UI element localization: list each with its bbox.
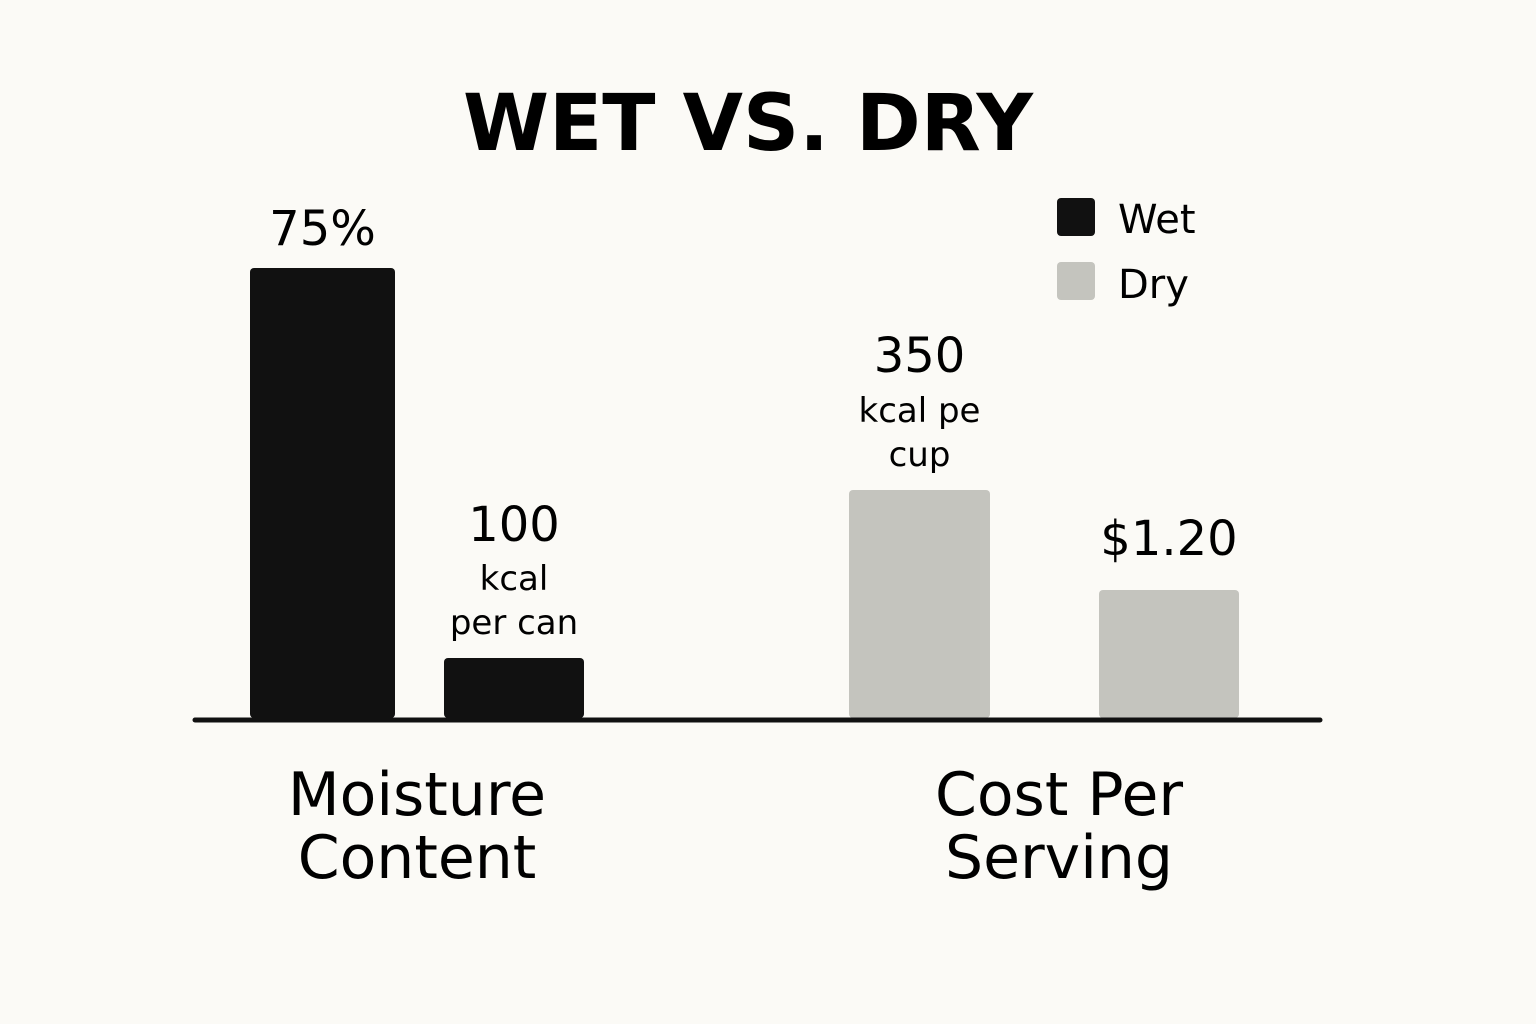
- legend: Wet Dry: [1057, 197, 1196, 308]
- legend-label-wet: Wet: [1118, 197, 1196, 243]
- category-label-1-line-1: Moisture: [288, 760, 546, 830]
- chart-title: WET VS. DRY: [463, 79, 1035, 169]
- data-label-dry-2-line-1: $1.20: [1100, 511, 1237, 567]
- data-label-dry-1-line-3: cup: [889, 435, 951, 475]
- data-label-wet-2-line-3: per can: [450, 603, 578, 643]
- bar-dry-2: [1099, 590, 1239, 718]
- data-label-wet-1-line-1: 75%: [269, 201, 376, 257]
- category-label-2-line-2: Serving: [945, 823, 1173, 893]
- legend-swatch-wet: [1057, 198, 1095, 236]
- category-label-1-line-2: Content: [298, 823, 537, 893]
- category-label-2-line-1: Cost Per: [935, 760, 1183, 830]
- bars-layer: [250, 268, 1239, 718]
- data-label-wet-2-line-1: 100: [468, 497, 560, 553]
- legend-swatch-dry: [1057, 262, 1095, 300]
- legend-label-dry: Dry: [1118, 262, 1189, 308]
- bar-wet-1: [250, 268, 395, 718]
- data-label-wet-2-line-2: kcal: [480, 559, 549, 599]
- data-label-dry-1-line-1: 350: [874, 328, 966, 384]
- data-label-dry-1-line-2: kcal pe: [859, 391, 981, 431]
- bar-dry-1: [849, 490, 990, 718]
- bar-wet-2: [444, 658, 584, 718]
